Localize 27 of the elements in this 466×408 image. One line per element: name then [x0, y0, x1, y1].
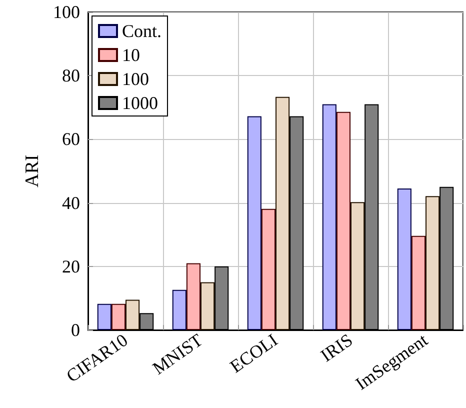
bar	[111, 304, 126, 330]
bar	[126, 300, 140, 330]
y-tick-label: 20	[62, 256, 80, 276]
bar	[261, 208, 276, 330]
bar	[350, 202, 365, 330]
y-tick-label: 100	[53, 2, 80, 22]
legend-label: 1000	[122, 93, 158, 113]
bar	[322, 104, 336, 330]
legend-label: Cont.	[122, 21, 162, 41]
y-axis-title: ARI	[22, 154, 44, 188]
x-tick-label: IRIS	[316, 330, 356, 366]
legend-label: 100	[122, 69, 149, 89]
bar	[172, 290, 186, 330]
y-tick-label: 60	[62, 129, 80, 150]
legend-label: 10	[122, 45, 140, 65]
bar	[397, 188, 412, 330]
bar	[426, 196, 440, 330]
bar	[97, 304, 112, 330]
y-tick-label: 80	[62, 66, 80, 86]
y-tick-label: 0	[71, 320, 80, 340]
bar	[411, 236, 426, 330]
bar	[186, 263, 200, 330]
bar	[247, 116, 262, 330]
y-tick-label: 40	[62, 192, 80, 213]
bar	[200, 282, 215, 330]
bar	[276, 96, 290, 330]
bar	[336, 112, 350, 330]
